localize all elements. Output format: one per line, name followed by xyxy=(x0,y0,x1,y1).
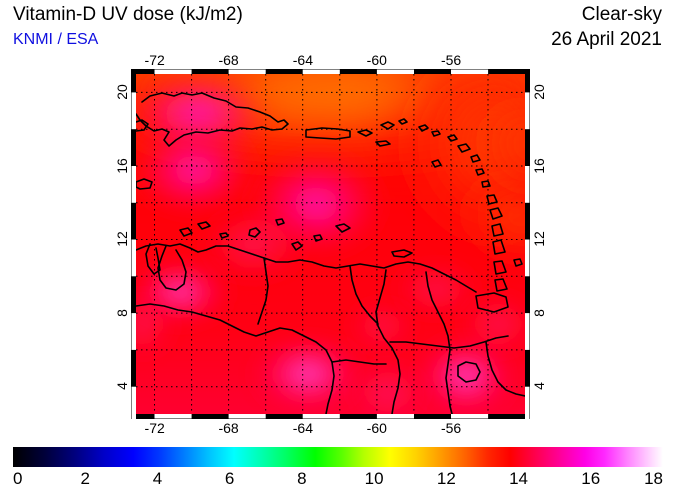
colorbar: 0 2 4 6 8 10 12 14 16 18 xyxy=(13,447,663,488)
axis-right-tick-label: 16 xyxy=(531,158,547,174)
axis-left-tick-label: 20 xyxy=(114,84,130,101)
axis-left-tick-label: 16 xyxy=(114,158,130,174)
coastline-overlay xyxy=(136,92,525,414)
colorbar-tick-label: 8 xyxy=(297,469,307,488)
colorbar-tick-label: 6 xyxy=(224,469,235,488)
colorbar-tick-label: 4 xyxy=(152,469,163,488)
axis-bottom-tick-label: -68 xyxy=(218,420,239,436)
axis-left-tick-label: 8 xyxy=(114,309,130,317)
colorbar-tick-label: 16 xyxy=(581,469,601,488)
page-title: Vitamin-D UV dose (kJ/m2) xyxy=(13,4,243,25)
colorbar-tick-label: 10 xyxy=(364,469,384,488)
axis-right-tick-label: 12 xyxy=(531,231,547,248)
axis-bottom-tick-label: -72 xyxy=(144,420,165,436)
axis-bottom-tick-label: -60 xyxy=(366,420,387,436)
axis-top-tick-label: -64 xyxy=(292,52,313,68)
axis-left-tick-label: 12 xyxy=(114,231,130,248)
colorbar-tick-label: 18 xyxy=(644,469,663,488)
map-container: -72 -68 -64 -60 -56 -72 -68 -64 -60 -56 20 16 12 8 4… xyxy=(114,52,547,436)
colorbar-tick-label: 14 xyxy=(509,469,529,488)
map-plot-area xyxy=(136,74,525,414)
axis-right-tick-label: 4 xyxy=(531,382,547,391)
credit-label: KNMI / ESA xyxy=(13,31,99,48)
axis-right-tick-label: 8 xyxy=(531,309,547,317)
axis-top-tick-label: -68 xyxy=(218,52,239,68)
axis-bottom-tick-label: -56 xyxy=(440,420,462,436)
axis-bottom-tick-label: -64 xyxy=(292,420,313,436)
axis-left-tick-label: 4 xyxy=(114,382,130,391)
colorbar-tick-label: 0 xyxy=(13,469,23,488)
axis-top-tick-label: -72 xyxy=(144,52,165,68)
colorbar-gradient xyxy=(13,447,663,467)
axis-right-tick-label: 20 xyxy=(531,84,547,101)
axis-top-tick-label: -60 xyxy=(366,52,387,68)
colorbar-tick-label: 2 xyxy=(80,469,90,488)
date-label: 26 April 2021 xyxy=(551,29,662,50)
axis-top-tick-label: -56 xyxy=(440,52,462,68)
colorbar-tick-label: 12 xyxy=(436,469,456,488)
sky-condition-label: Clear-sky xyxy=(581,4,662,25)
